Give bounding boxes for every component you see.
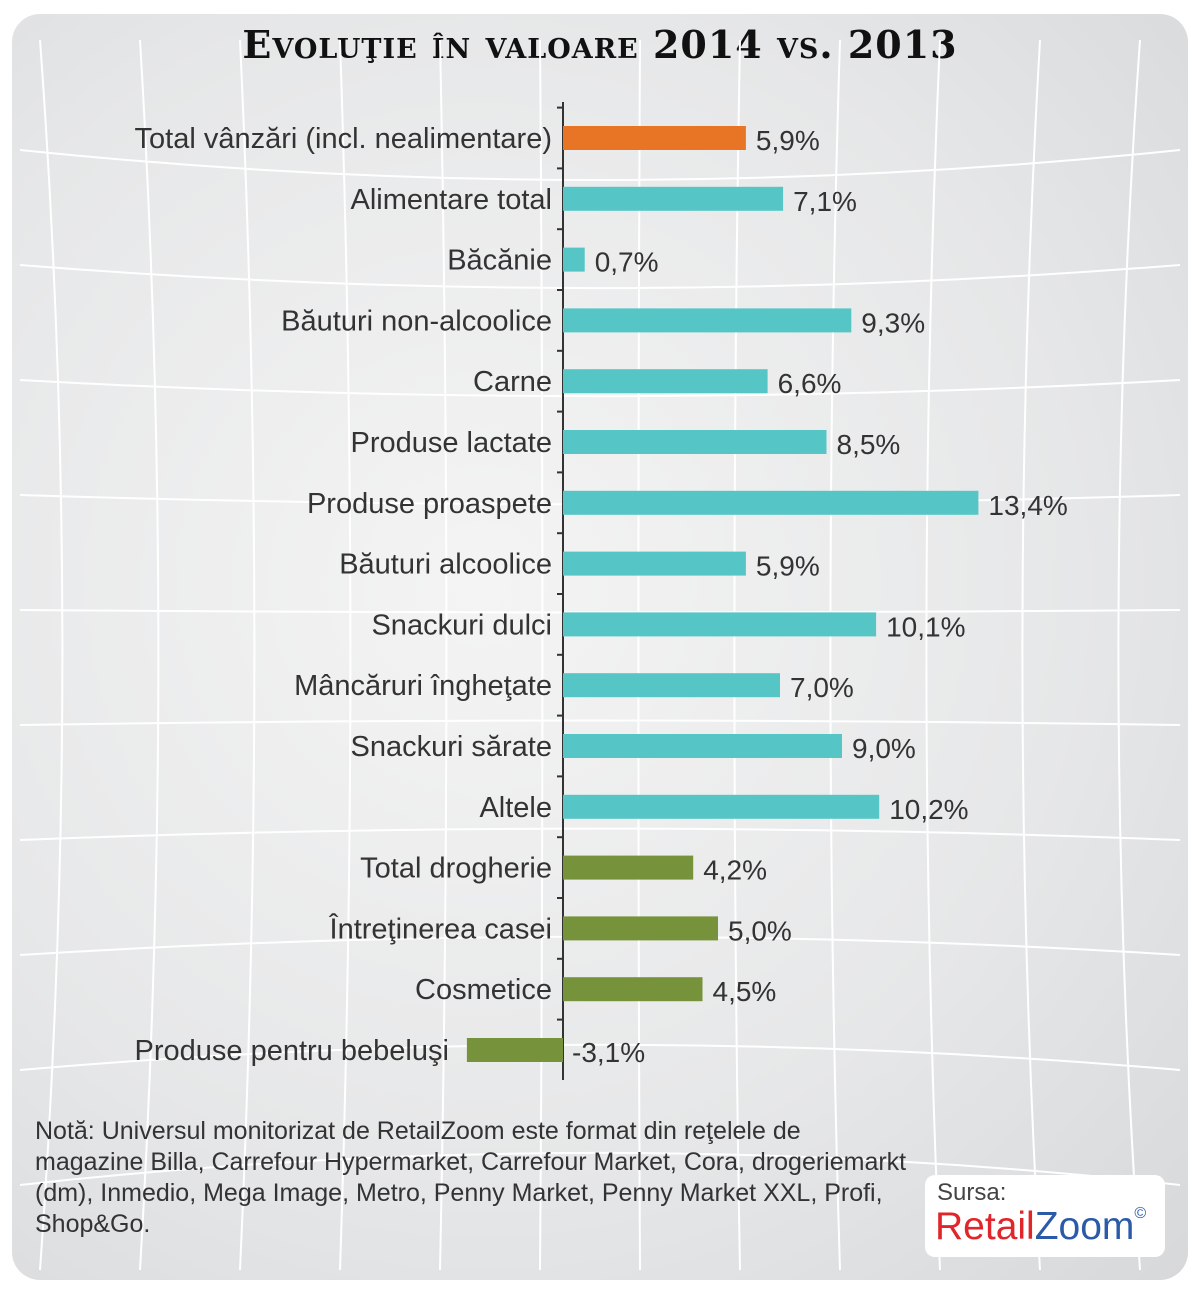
category-label: Snackuri dulci [371,609,552,641]
grid-line [19,1151,1181,1186]
grid-line [637,39,641,1271]
value-label: 13,4% [988,490,1067,521]
copyright-mark: © [1134,1205,1147,1222]
value-label: 10,2% [889,794,968,825]
source-label: Sursa: [937,1179,1007,1206]
source-box: Sursa: RetailZoom© [925,1175,1165,1257]
grid-line [19,264,1181,290]
logo-part-zoom: Zoom [1034,1205,1135,1248]
grid-line [19,609,1181,614]
value-label: 5,0% [728,915,792,946]
category-label: Carne [473,366,552,398]
grid-line [19,1043,1181,1071]
value-label: 10,1% [886,611,965,642]
bar [563,855,694,880]
category-label: Produse pentru bebeluşi [135,1035,449,1067]
grid-line [139,39,160,1271]
grid-line [925,39,941,1271]
bar [563,126,746,150]
value-label: -3,1% [572,1037,645,1068]
bar [563,673,780,698]
grid-line [39,39,64,1271]
bar [563,186,784,211]
category-label: Total drogherie [360,853,552,885]
bar [563,612,877,637]
grid-line [829,39,841,1271]
category-label: Mâncăruri îngheţate [294,670,552,702]
value-label: 7,0% [790,672,854,703]
grid-line [239,39,256,1271]
chart-background [12,14,1188,1280]
bar [563,247,585,272]
value-label: 9,3% [861,307,925,338]
category-label: Cosmetice [415,974,552,1006]
value-label: 0,7% [595,247,659,278]
bar [563,794,880,819]
bar [466,1038,563,1062]
value-label: 7,1% [793,186,857,217]
category-label: Băuturi non-alcoolice [281,305,552,337]
value-label: 5,9% [756,125,820,156]
grid-line [1117,39,1141,1271]
bar [563,490,979,515]
category-label: Băuturi alcoolice [339,549,552,581]
bar [563,977,703,1002]
category-label: Băcănie [447,245,552,277]
chart-note: Notă: Universul monitorizat de RetailZoo… [35,1117,907,1238]
chart-title: Evoluţie în valoare 2014 vs. 2013 [242,22,958,67]
category-label: Produse lactate [350,427,552,459]
grid-line [733,39,741,1271]
bar [563,916,718,941]
grid-line [19,379,1181,398]
grid-line [439,39,448,1271]
logo-part-retail: Retail [935,1205,1035,1248]
category-label: Altele [479,792,552,824]
bar [563,430,827,454]
grid-line [1021,39,1041,1271]
category-label: Total vânzări (incl. nealimentare) [135,123,552,155]
bar [563,551,746,576]
grid-line [19,149,1181,181]
category-label: Alimentare total [351,184,553,216]
value-label: 5,9% [756,551,820,582]
value-label: 4,2% [703,855,767,886]
bar [563,308,852,333]
category-label: Produse proaspete [307,488,552,520]
value-label: 9,0% [852,733,916,764]
category-label: Întreţinerea casei [329,912,552,945]
category-label: Snackuri sărate [351,731,553,763]
bar [563,369,768,394]
grid-line [339,39,352,1271]
grid-line [19,719,1181,726]
value-label: 4,5% [713,976,777,1007]
retailzoom-logo: RetailZoom© [935,1205,1146,1249]
grid-line [19,827,1181,841]
value-label: 8,5% [837,429,901,460]
value-label: 6,6% [778,368,842,399]
grid-line [539,39,544,1271]
bar [563,734,842,758]
